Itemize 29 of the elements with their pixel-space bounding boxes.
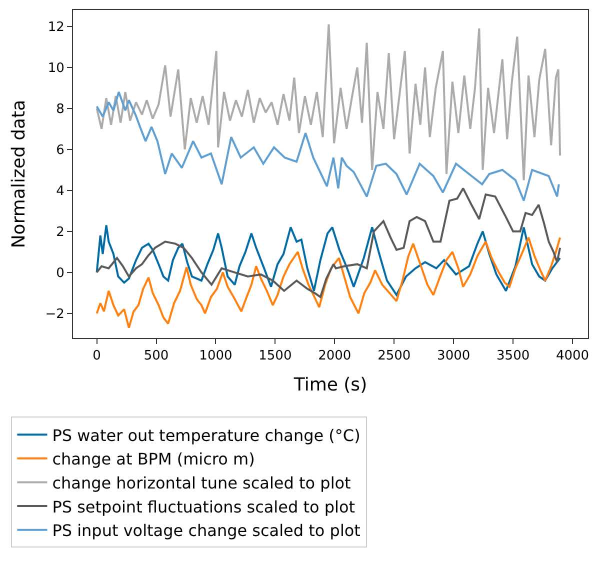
y-tick-label: 6 [56,142,64,158]
legend-label: PS setpoint fluctuations scaled to plot [52,497,356,516]
y-tick-label: 12 [48,20,64,35]
x-tick-label: 2000 [318,348,352,364]
y-tick-label: 8 [56,102,64,117]
x-tick-label: 3000 [437,348,470,364]
x-tick-label: 0 [92,348,101,364]
y-tick-label: 4 [56,184,64,199]
y-axis-title: Normalized data [8,100,30,248]
line-series [96,91,560,202]
x-tick-label: 2500 [378,348,411,364]
x-tick-label: 1000 [199,348,232,364]
y-tick-label: 10 [48,60,64,76]
legend-label: PS water out temperature change (°C) [52,426,360,445]
y-tick-label: −2 [45,306,64,322]
legend-label: change at BPM (micro m) [52,450,255,469]
line-series [96,224,562,296]
legend-label: PS input voltage change scaled to plot [52,521,360,540]
line-series [96,236,562,329]
x-tick-label: 3500 [496,348,530,364]
y-tick-label: 0 [56,266,64,281]
line-series [96,23,562,182]
x-tick-label: 4000 [556,348,590,364]
x-tick-label: 500 [144,348,169,364]
y-tick-label: 2 [56,224,64,240]
legend-label: change horizontal tune scaled to plot [52,473,351,492]
line-series [96,187,562,298]
x-tick-label: 1500 [258,348,292,364]
x-axis-title: Time (s) [292,374,368,396]
